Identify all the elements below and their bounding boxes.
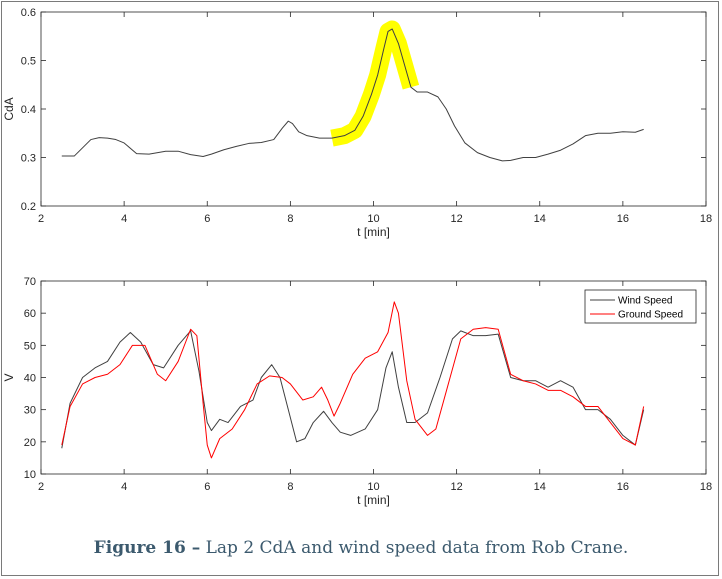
y-tick-label: 0.2: [21, 201, 36, 213]
x-tick-label: 14: [534, 481, 546, 493]
series-line-1: [61, 28, 644, 162]
x-axis-label: t [min]: [357, 225, 390, 239]
caption-text: Lap 2 CdA and wind speed data from Rob C…: [200, 538, 629, 558]
figure-caption: Figure 16 – Lap 2 CdA and wind speed dat…: [0, 538, 722, 558]
y-tick-label: 10: [24, 469, 36, 481]
x-tick-label: 6: [204, 213, 210, 225]
y-tick-label: 70: [24, 276, 36, 288]
x-tick-label: 12: [451, 481, 463, 493]
y-tick-label: 0.5: [21, 56, 36, 68]
x-tick-label: 4: [121, 481, 127, 493]
x-tick-label: 18: [700, 213, 712, 225]
legend: Wind Speed Ground Speed: [584, 289, 697, 324]
legend-box: [584, 289, 697, 324]
x-tick-label: 10: [367, 213, 379, 225]
y-axis-label: V: [2, 373, 16, 381]
y-tick-label: 0.3: [21, 153, 36, 165]
x-tick-label: 16: [617, 481, 629, 493]
y-axis-label: CdA: [2, 97, 16, 120]
x-tick-label: 6: [204, 481, 210, 493]
y-tick-label: 60: [24, 308, 36, 320]
x-tick-label: 10: [367, 481, 379, 493]
x-tick-label: 18: [700, 481, 712, 493]
y-tick-label: 0.6: [21, 7, 36, 19]
y-tick-label: 40: [24, 373, 36, 385]
legend-entry: Wind Speed: [618, 296, 672, 307]
y-tick-label: 0.4: [21, 104, 36, 116]
series-line-ground-speed: [61, 301, 645, 459]
x-tick-label: 16: [617, 213, 629, 225]
y-tick-label: 30: [24, 405, 36, 417]
x-tick-label: 14: [534, 213, 546, 225]
y-tick-label: 20: [24, 437, 36, 449]
x-tick-label: 12: [451, 213, 463, 225]
caption-label: Figure 16 –: [93, 538, 201, 558]
x-tick-label: 2: [38, 481, 44, 493]
legend-entry: Ground Speed: [618, 310, 683, 321]
series-line-wind-speed: [61, 330, 645, 449]
chart-panel-1: 2 4 6 8 10 12 14 16 18 0.2 0.3 0.4 0.5 0.6 t [min] CdA: [2, 7, 712, 239]
y-tick-label: 50: [24, 340, 36, 352]
x-axis-label: t [min]: [357, 493, 390, 507]
x-tick-label: 8: [287, 481, 293, 493]
x-tick-label: 2: [38, 213, 44, 225]
chart-panel-2: 2 4 6 8 10 12 14 16 18 10 20 30 40 50 60 70 t [min] V Wind…: [2, 276, 712, 507]
x-tick-label: 8: [287, 213, 293, 225]
x-tick-label: 4: [121, 213, 127, 225]
